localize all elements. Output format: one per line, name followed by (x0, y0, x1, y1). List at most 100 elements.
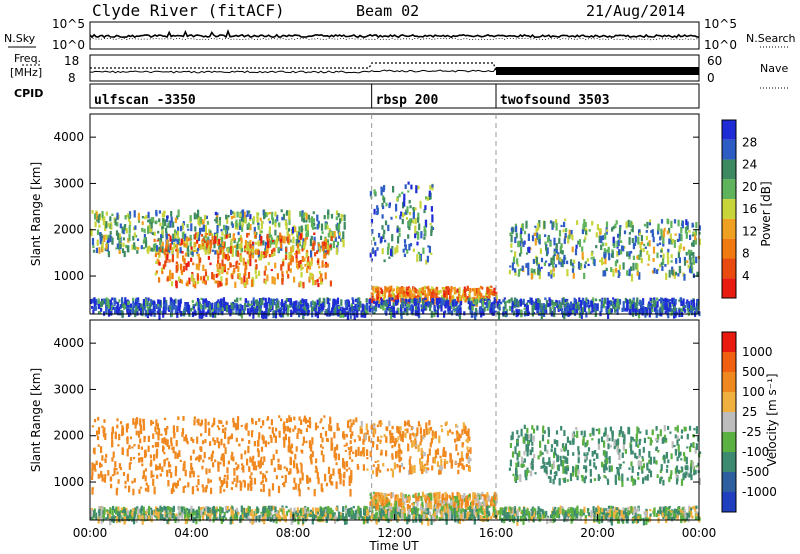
echo-cell (330, 213, 334, 219)
echo-cell (150, 419, 153, 426)
echo-cell (435, 292, 438, 299)
echo-cell (324, 242, 327, 250)
echo-cell (377, 463, 380, 471)
echo-cell (151, 421, 155, 424)
echo-cell (617, 301, 620, 310)
echo-cell (125, 423, 128, 431)
echo-cell (214, 211, 217, 216)
echo-cell (416, 298, 419, 302)
echo-cell (244, 217, 247, 224)
echo-cell (125, 301, 128, 306)
echo-cell (480, 502, 483, 508)
echo-cell (169, 220, 172, 228)
echo-cell (478, 291, 481, 296)
echo-cell (232, 421, 235, 428)
echo-cell (243, 274, 246, 283)
echo-cell (340, 213, 343, 222)
echo-cell (209, 262, 212, 266)
echo-cell (270, 298, 273, 306)
echo-cell (201, 227, 204, 232)
echo-cell (309, 272, 312, 280)
echo-cell (537, 298, 540, 307)
echo-cell (562, 446, 566, 451)
echo-cell (637, 460, 640, 467)
echo-cell (457, 469, 460, 475)
echo-cell (299, 462, 302, 465)
cpid-strip: CPID ulfscan -3350 rbsp 200 twofsound 3503 (14, 83, 700, 109)
echo-cell (385, 493, 388, 500)
echo-cell (679, 297, 682, 303)
echo-cell (277, 309, 280, 313)
echo-cell (107, 470, 110, 476)
echo-cell (293, 416, 296, 421)
echo-cell (132, 488, 135, 496)
echo-cell (297, 301, 301, 307)
echo-cell (152, 244, 156, 252)
echo-cell (489, 305, 492, 314)
echo-cell (92, 245, 95, 248)
echo-cell (591, 450, 594, 457)
echo-cell (298, 416, 301, 421)
echo-cell (308, 217, 311, 223)
echo-cell (342, 231, 345, 240)
echo-cell (385, 503, 388, 508)
echo-cell (431, 300, 434, 303)
echo-cell (580, 307, 583, 314)
echo-cell (455, 461, 458, 464)
echo-cell (665, 272, 668, 280)
echo-cell (426, 302, 429, 306)
echo-cell (677, 438, 680, 441)
echo-cell (681, 220, 684, 229)
echo-cell (641, 456, 644, 459)
echo-cell (169, 269, 172, 274)
echo-cell (283, 235, 286, 244)
echo-cell (573, 259, 576, 264)
echo-cell (181, 232, 184, 240)
echo-cell (420, 308, 423, 312)
echo-cell (313, 222, 316, 227)
echo-cell (101, 241, 104, 249)
echo-cell (512, 256, 516, 263)
echo-cell (417, 497, 420, 502)
echo-cell (534, 232, 537, 236)
echo-cell (591, 427, 594, 435)
echo-cell (570, 259, 573, 266)
echo-cell (523, 230, 527, 235)
echo-cell (375, 495, 378, 499)
echo-cell (588, 229, 591, 232)
echo-cell (601, 235, 605, 241)
echo-cell (101, 425, 104, 429)
echo-cell (95, 247, 98, 254)
echo-cell (685, 251, 688, 256)
echo-cell (136, 302, 139, 307)
colorbar-swatch (722, 120, 736, 140)
echo-cell (333, 450, 336, 458)
echo-cell (362, 464, 365, 471)
echo-cell (649, 457, 653, 465)
echo-cell (118, 299, 121, 303)
echo-cell (172, 485, 175, 493)
echo-cell (578, 297, 581, 302)
echo-cell (353, 439, 356, 443)
echo-cell (158, 299, 162, 303)
echo-cell (260, 488, 263, 492)
echo-cell (150, 459, 153, 466)
echo-cell (584, 455, 587, 460)
echo-cell (244, 268, 247, 277)
echo-cell (400, 311, 403, 319)
echo-cell (218, 239, 221, 245)
echo-cell (587, 299, 590, 305)
echo-cell (154, 253, 157, 258)
echo-cell (232, 215, 235, 219)
echo-cell (487, 294, 491, 301)
echo-cell (649, 297, 652, 301)
echo-cell (169, 301, 172, 306)
echo-cell (325, 309, 328, 314)
echo-cell (405, 497, 408, 501)
echo-cell (402, 431, 405, 437)
echo-cell (203, 452, 206, 459)
echo-cell (628, 268, 631, 277)
echo-cell (466, 446, 469, 451)
echo-cell (660, 476, 663, 480)
echo-cell (621, 480, 624, 487)
